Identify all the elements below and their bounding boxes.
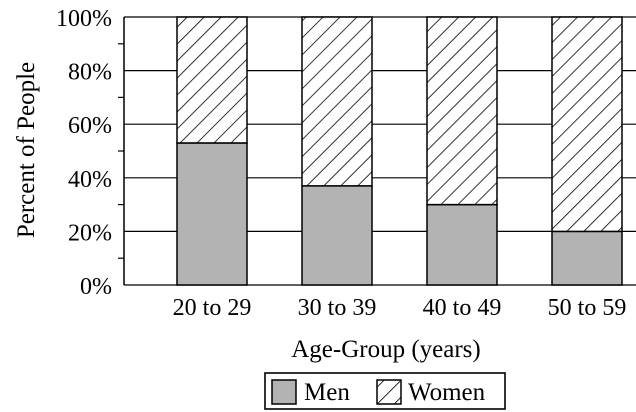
bar-women — [301, 16, 373, 187]
x-axis-label: Age-Group (years) — [291, 336, 481, 363]
y-tick-label: 80% — [68, 60, 112, 86]
bar-men — [426, 203, 498, 286]
legend-frame — [264, 372, 506, 410]
bar-women — [176, 16, 248, 144]
axes — [118, 17, 125, 285]
legend-label-women: Women — [408, 379, 486, 406]
legend-swatch-women — [376, 379, 402, 405]
bar-men — [176, 142, 248, 286]
y-tick-label: 0% — [80, 274, 112, 300]
x-tick-label: 50 to 59 — [548, 295, 627, 321]
y-tick-label: 100% — [56, 6, 112, 32]
y-tick-labels: 0% 20% 40% 60% 80% 100% — [56, 6, 112, 300]
bar-men — [301, 185, 373, 286]
bar-women — [426, 16, 498, 206]
y-axis-label: Percent of People — [13, 62, 40, 238]
x-tick-labels: 20 to 29 30 to 39 40 to 49 50 to 59 — [173, 295, 627, 321]
bars — [176, 16, 623, 286]
legend-label-men: Men — [304, 379, 350, 406]
x-tick-label: 40 to 49 — [423, 295, 502, 321]
bar-men — [551, 230, 623, 286]
legend-swatch-men — [271, 379, 297, 405]
x-tick-label: 20 to 29 — [173, 295, 252, 321]
x-tick-label: 30 to 39 — [298, 295, 377, 321]
y-tick-label: 20% — [68, 220, 112, 246]
y-tick-label: 60% — [68, 113, 112, 139]
legend: Men Women — [264, 372, 506, 410]
y-tick-label: 40% — [68, 167, 112, 193]
bar-women — [551, 16, 623, 233]
